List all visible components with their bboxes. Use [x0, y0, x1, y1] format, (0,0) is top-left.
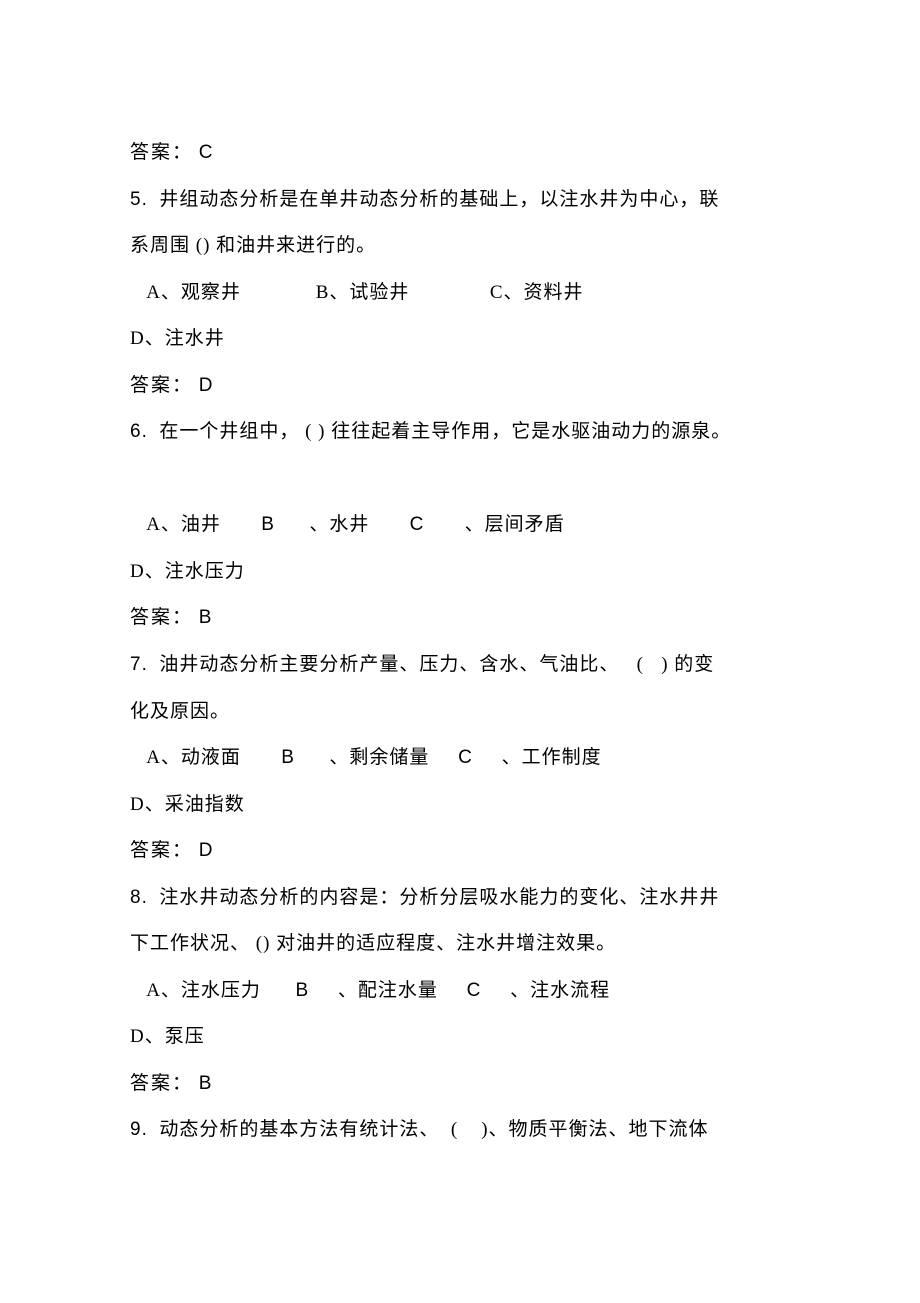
blank-line — [130, 456, 790, 503]
q9-stem-b: )、物质平衡法、地下流体 — [481, 1119, 708, 1140]
option-c-text: 、工作制度 — [502, 747, 602, 768]
options-row: A、注水压力 B 、配注水量 C 、注水流程 — [130, 968, 790, 1015]
q8-stem-1: 注水井动态分析的内容是：分析分层吸水能力的变化、注水井井 — [159, 887, 719, 908]
answer-label: 答案： — [130, 840, 193, 861]
question-stem: 8. 注水井动态分析的内容是：分析分层吸水能力的变化、注水井井 — [130, 875, 790, 922]
question-number: 8. — [130, 887, 148, 908]
q5-stem-2: 系周围 () 和油井来进行的。 — [130, 235, 376, 256]
question-stem: 6. 在一个井组中， ( ) 往往起着主导作用，它是水驱油动力的源泉。 — [130, 409, 790, 456]
question-number: 6. — [130, 421, 148, 442]
question-number: 5. — [130, 189, 148, 210]
question-stem: 5. 井组动态分析是在单井动态分析的基础上，以注水井为中心，联 — [130, 177, 790, 224]
answer-line: 答案： C — [130, 130, 790, 177]
option-a: A、油井 — [146, 514, 221, 535]
option-b-letter: B — [261, 514, 275, 535]
option-a: A、动液面 — [146, 747, 241, 768]
option-d: D、采油指数 — [130, 794, 245, 815]
question-stem: 化及原因。 — [130, 689, 790, 736]
answer-key: B — [199, 607, 213, 628]
document-page: 答案： C 5. 井组动态分析是在单井动态分析的基础上，以注水井为中心，联 系周… — [0, 0, 920, 1249]
answer-label: 答案： — [130, 1073, 193, 1094]
option-a: A、注水压力 — [146, 980, 261, 1001]
option-c-text: 、层间矛盾 — [465, 514, 565, 535]
question-number: 9. — [130, 1119, 148, 1140]
answer-key: D — [199, 840, 214, 861]
question-stem: 系周围 () 和油井来进行的。 — [130, 223, 790, 270]
option-c-letter: C — [458, 747, 473, 768]
option-c-letter: C — [467, 980, 482, 1001]
answer-line: 答案： B — [130, 595, 790, 642]
question-stem: 下工作状况、 () 对油井的适应程度、注水井增注效果。 — [130, 921, 790, 968]
options-row: D、采油指数 — [130, 782, 790, 829]
answer-key: B — [199, 1073, 213, 1094]
answer-line: 答案： D — [130, 828, 790, 875]
option-d: D、泵压 — [130, 1026, 205, 1047]
q7-stem-1a: 油井动态分析主要分析产量、压力、含水、气油比、 ( — [159, 654, 644, 675]
option-b: B、试验井 — [316, 282, 410, 303]
option-c-text: 、注水流程 — [510, 980, 610, 1001]
options-row: A、动液面 B 、剩余储量 C 、工作制度 — [130, 735, 790, 782]
answer-line: 答案： B — [130, 1061, 790, 1108]
question-stem: 7. 油井动态分析主要分析产量、压力、含水、气油比、 ( ) 的变 — [130, 642, 790, 689]
question-number: 7. — [130, 654, 148, 675]
option-c-letter: C — [410, 514, 425, 535]
q7-stem-2: 化及原因。 — [130, 701, 230, 722]
q6-stem: 在一个井组中， ( ) 往往起着主导作用，它是水驱油动力的源泉。 — [159, 421, 731, 442]
options-row: D、注水井 — [130, 316, 790, 363]
answer-label: 答案： — [130, 375, 193, 396]
options-row: A、观察井 B、试验井 C、资料井 — [130, 270, 790, 317]
option-b-letter: B — [295, 980, 309, 1001]
options-row: D、注水压力 — [130, 549, 790, 596]
option-d: D、注水压力 — [130, 561, 245, 582]
option-c: C、资料井 — [490, 282, 584, 303]
q5-stem-1: 井组动态分析是在单井动态分析的基础上，以注水井为中心，联 — [159, 189, 719, 210]
q7-stem-1b: ) 的变 — [661, 654, 714, 675]
option-b-text: 、剩余储量 — [329, 747, 429, 768]
option-d: D、注水井 — [130, 328, 225, 349]
option-b-letter: B — [281, 747, 295, 768]
question-stem: 9. 动态分析的基本方法有统计法、 ( )、物质平衡法、地下流体 — [130, 1107, 790, 1154]
answer-label: 答案： — [130, 142, 193, 163]
option-a: A、观察井 — [146, 282, 241, 303]
answer-line: 答案： D — [130, 363, 790, 410]
answer-label: 答案： — [130, 607, 193, 628]
option-b-text: 、水井 — [309, 514, 369, 535]
options-row: A、油井 B 、水井 C 、层间矛盾 — [130, 502, 790, 549]
answer-key: C — [199, 142, 214, 163]
options-row: D、泵压 — [130, 1014, 790, 1061]
q8-stem-2: 下工作状况、 () 对油井的适应程度、注水井增注效果。 — [130, 933, 616, 954]
q9-stem-a: 动态分析的基本方法有统计法、 ( — [159, 1119, 458, 1140]
option-b-text: 、配注水量 — [338, 980, 438, 1001]
answer-key: D — [199, 375, 214, 396]
